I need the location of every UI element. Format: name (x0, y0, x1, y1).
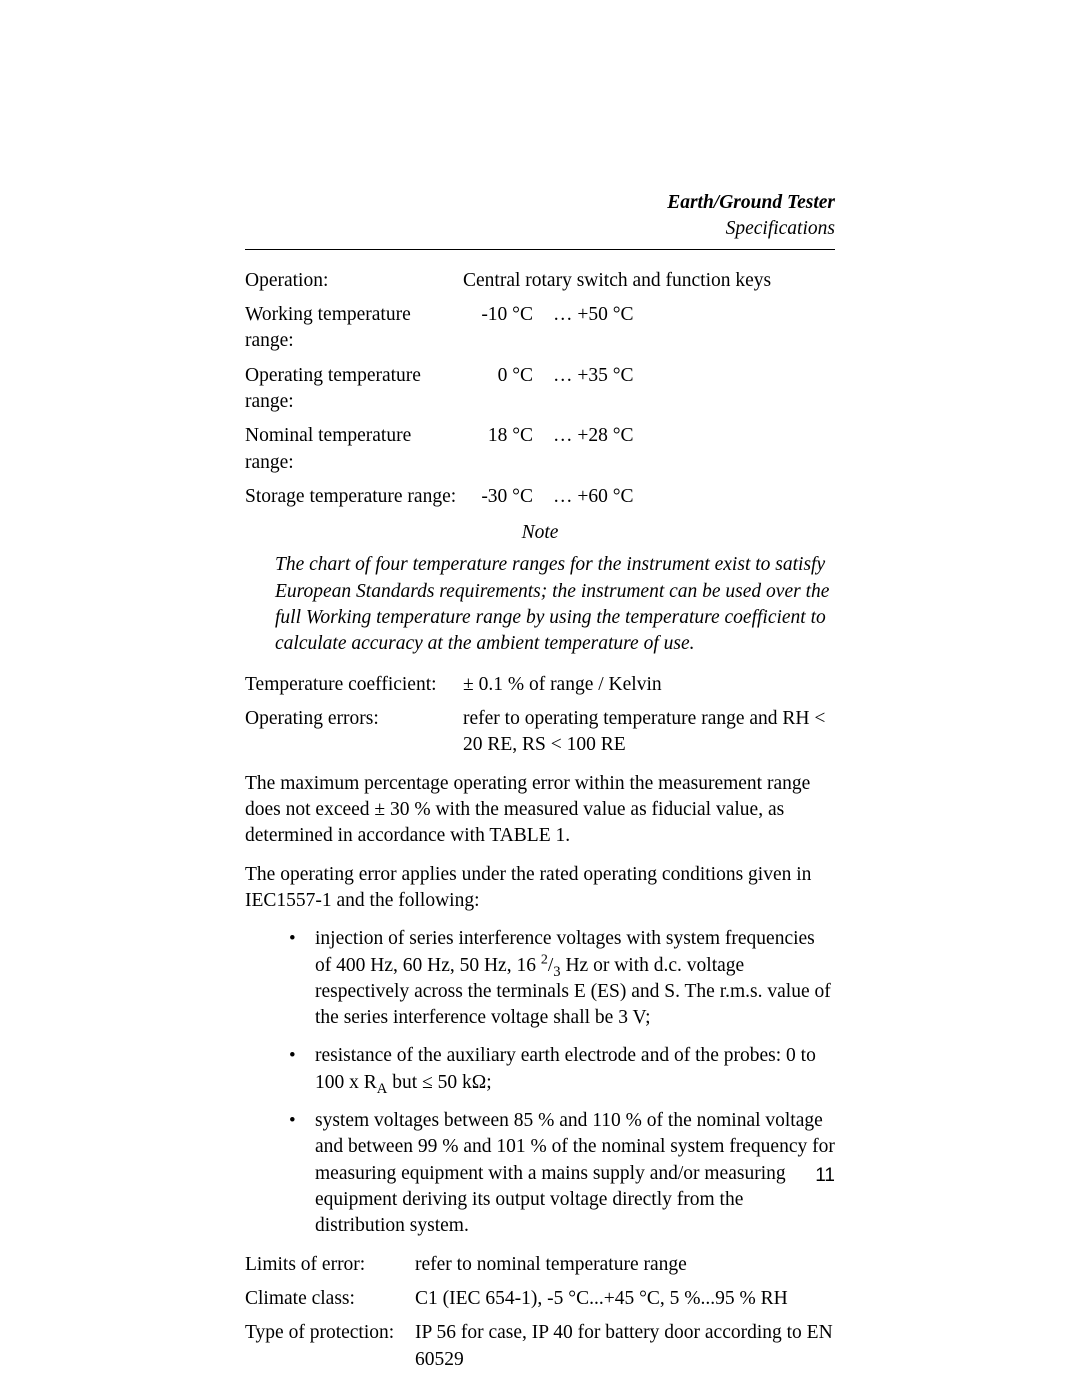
bullet-text: but ≤ 50 kΩ; (387, 1072, 491, 1093)
page-content: Earth/Ground Tester Specifications Opera… (0, 0, 1080, 1373)
spec-row-temp-coefficient: Temperature coefficient: ± 0.1 % of rang… (245, 672, 835, 698)
header-rule (245, 249, 835, 250)
spec-temp-high: … +35 °C (533, 363, 634, 416)
spec-label: Type of protection: (245, 1320, 415, 1373)
spec-row-working-temp: Working temperature range: -10 °C … +50 … (245, 302, 835, 355)
spec-row-limits-of-error: Limits of error: refer to nominal temper… (245, 1252, 835, 1278)
spec-value: Central rotary switch and function keys (463, 268, 835, 294)
spec-row-nominal-temp: Nominal temperature range: 18 °C … +28 °… (245, 423, 835, 476)
fraction-numerator: 2 (541, 951, 548, 967)
note-heading: Note (245, 520, 835, 546)
subscript-a: A (377, 1081, 388, 1097)
spec-temp-low: -30 °C (463, 484, 533, 510)
spec-row-climate-class: Climate class: C1 (IEC 654-1), -5 °C...+… (245, 1286, 835, 1312)
spec-value: refer to operating temperature range and… (463, 706, 835, 759)
bullet-text: system voltages between 85 % and 110 % o… (315, 1110, 835, 1236)
bullet-list: injection of series interference voltage… (245, 926, 835, 1239)
paragraph-operating-error-intro: The operating error applies under the ra… (245, 862, 835, 915)
spec-temp-low: -10 °C (463, 302, 533, 355)
bullet-item-resistance: resistance of the auxiliary earth electr… (245, 1043, 835, 1096)
spec-row-operation: Operation: Central rotary switch and fun… (245, 268, 835, 294)
spec-temp-high: … +28 °C (533, 423, 634, 476)
note-body: The chart of four temperature ranges for… (275, 552, 835, 657)
fraction-denominator: 3 (553, 963, 560, 979)
spec-label: Limits of error: (245, 1252, 415, 1278)
spec-row-operating-temp: Operating temperature range: 0 °C … +35 … (245, 363, 835, 416)
spec-label: Storage temperature range: (245, 484, 463, 510)
spec-temp-high: … +50 °C (533, 302, 634, 355)
bullet-item-injection: injection of series interference voltage… (245, 926, 835, 1031)
spec-label: Operating temperature range: (245, 363, 463, 416)
spec-label: Nominal temperature range: (245, 423, 463, 476)
page-header: Earth/Ground Tester Specifications (245, 190, 835, 243)
spec-row-storage-temp: Storage temperature range: -30 °C … +60 … (245, 484, 835, 510)
spec-value: ± 0.1 % of range / Kelvin (463, 672, 835, 698)
header-subtitle: Specifications (245, 216, 835, 242)
paragraph-max-error: The maximum percentage operating error w… (245, 771, 835, 850)
spec-value: refer to nominal temperature range (415, 1252, 835, 1278)
spec-value: C1 (IEC 654-1), -5 °C...+45 °C, 5 %...95… (415, 1286, 835, 1312)
spec-temp-low: 18 °C (463, 423, 533, 476)
spec-label: Operation: (245, 268, 463, 294)
spec-row-operating-errors: Operating errors: refer to operating tem… (245, 706, 835, 759)
spec-row-type-of-protection: Type of protection: IP 56 for case, IP 4… (245, 1320, 835, 1373)
spec-temp-high: … +60 °C (533, 484, 634, 510)
bullet-item-system-voltages: system voltages between 85 % and 110 % o… (245, 1108, 835, 1240)
spec-label: Climate class: (245, 1286, 415, 1312)
spec-label: Operating errors: (245, 706, 463, 759)
spec-temp-low: 0 °C (463, 363, 533, 416)
spec-label: Temperature coefficient: (245, 672, 463, 698)
spec-value: IP 56 for case, IP 40 for battery door a… (415, 1320, 835, 1373)
header-title: Earth/Ground Tester (245, 190, 835, 216)
spec-label: Working temperature range: (245, 302, 463, 355)
page-number: 11 (815, 1165, 835, 1187)
